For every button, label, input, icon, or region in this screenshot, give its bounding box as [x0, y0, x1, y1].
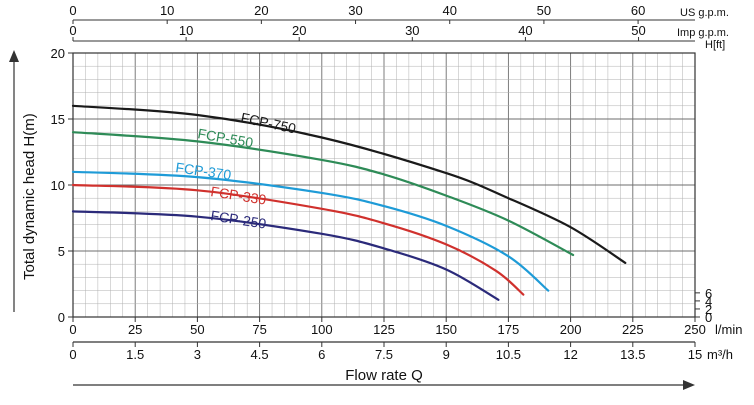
series-line-fcp-550 — [71, 131, 575, 257]
y-tick-label: 5 — [58, 244, 65, 259]
x2-tick-label: 12 — [563, 347, 577, 362]
series-label-fcp-250: FCP-250 — [210, 207, 268, 232]
series-line-fcp-750 — [71, 104, 627, 264]
x2-tick-label: 4.5 — [251, 347, 269, 362]
x-tick-label: 225 — [622, 322, 644, 337]
imp-gpm-tick-label: 40 — [518, 23, 532, 38]
x-tick-label: 250 — [684, 322, 706, 337]
imp-gpm-tick-label: 10 — [179, 23, 193, 38]
y2-tick-label: 6 — [705, 286, 712, 301]
y2-tick-label: 0 — [705, 310, 712, 325]
us-gpm-tick-label: 30 — [348, 3, 362, 18]
series-line-fcp-370 — [71, 170, 550, 292]
y2-tick-label: 2 — [705, 302, 712, 317]
series-label-fcp-750: FCP-750 — [239, 109, 297, 136]
grid — [72, 52, 696, 318]
series-label-fcp-330: FCP-330 — [210, 183, 268, 208]
series-line-fcp-330 — [71, 183, 525, 296]
y-tick-label: 15 — [51, 112, 65, 127]
x-tick-label: 200 — [560, 322, 582, 337]
y-tick-label: 10 — [51, 178, 65, 193]
x-tick-label: 0 — [69, 322, 76, 337]
x2-tick-label: 9 — [443, 347, 450, 362]
x-tick-label: 50 — [190, 322, 204, 337]
x2-tick-label: 3 — [194, 347, 201, 362]
y2-unit-label: H[ft] — [705, 39, 725, 51]
x-tick-label: 100 — [311, 322, 333, 337]
y2-tick-label: 4 — [705, 294, 712, 309]
y-tick-label: 20 — [51, 46, 65, 61]
x2-tick-label: 15 — [688, 347, 702, 362]
us-gpm-tick-label: 10 — [160, 3, 174, 18]
series-label-fcp-370: FCP-370 — [175, 159, 233, 183]
x-tick-label: 175 — [498, 322, 520, 337]
series-group — [71, 104, 627, 301]
x2-tick-label: 6 — [318, 347, 325, 362]
x-unit-label-lmin: l/min — [715, 322, 742, 337]
x-tick-label: 125 — [373, 322, 395, 337]
series-label-fcp-550: FCP-550 — [196, 125, 254, 151]
x2-tick-label: 7.5 — [375, 347, 393, 362]
x-tick-label: 150 — [435, 322, 457, 337]
us-gpm-tick-label: 50 — [537, 3, 551, 18]
x2-tick-label: 0 — [69, 347, 76, 362]
x2-unit-label: m³/h — [707, 347, 733, 362]
series-line-fcp-250 — [71, 210, 500, 301]
y-tick-label: 0 — [58, 310, 65, 325]
x-tick-label: 25 — [128, 322, 142, 337]
imp-gpm-tick-label: 30 — [405, 23, 419, 38]
imp-gpm-tick-label: 0 — [69, 23, 76, 38]
x-axis-arrowhead — [683, 380, 695, 390]
imp-gpm-unit-label: Imp g.p.m. — [677, 27, 729, 39]
x2-tick-label: 13.5 — [620, 347, 645, 362]
y-axis-title: Total dynamic head H(m) — [21, 113, 38, 280]
us-gpm-unit-label: US g.p.m. — [680, 7, 729, 19]
us-gpm-tick-label: 20 — [254, 3, 268, 18]
x-tick-label: 75 — [252, 322, 266, 337]
us-gpm-tick-label: 40 — [442, 3, 456, 18]
x2-tick-label: 10.5 — [496, 347, 521, 362]
imp-gpm-tick-label: 50 — [631, 23, 645, 38]
x-axis-title: Flow rate Q — [345, 367, 423, 384]
x2-tick-label: 1.5 — [126, 347, 144, 362]
imp-gpm-tick-label: 20 — [292, 23, 306, 38]
us-gpm-tick-label: 60 — [631, 3, 645, 18]
y-axis-arrowhead — [9, 50, 19, 62]
us-gpm-tick-label: 0 — [69, 3, 76, 18]
